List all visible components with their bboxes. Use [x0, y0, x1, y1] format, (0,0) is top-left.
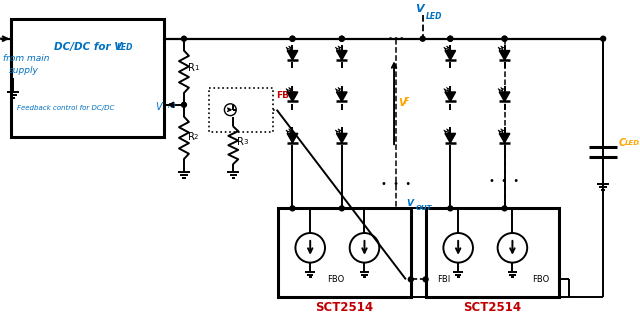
- Circle shape: [420, 36, 425, 41]
- Circle shape: [339, 206, 344, 211]
- Text: OUT: OUT: [416, 205, 432, 211]
- Text: LED: LED: [625, 140, 640, 146]
- Text: FB: FB: [168, 103, 177, 109]
- Circle shape: [182, 36, 186, 41]
- Circle shape: [601, 36, 605, 41]
- Bar: [278, 208, 411, 297]
- Text: 2: 2: [194, 134, 198, 140]
- Text: V: V: [407, 199, 414, 208]
- Text: R: R: [188, 132, 195, 142]
- Text: - - -: - - -: [389, 33, 403, 42]
- Polygon shape: [287, 133, 298, 143]
- Text: Feedback control for DC/DC: Feedback control for DC/DC: [17, 105, 115, 111]
- Circle shape: [448, 36, 452, 41]
- Polygon shape: [337, 92, 347, 101]
- Text: V: V: [156, 102, 163, 112]
- Text: supply: supply: [10, 66, 39, 75]
- Circle shape: [502, 36, 507, 41]
- Text: from main: from main: [3, 54, 50, 63]
- Circle shape: [448, 206, 452, 211]
- Circle shape: [290, 36, 295, 41]
- Text: FBO: FBO: [276, 91, 296, 100]
- Text: F: F: [404, 97, 409, 106]
- Text: V: V: [398, 98, 406, 108]
- Polygon shape: [445, 50, 456, 60]
- Polygon shape: [337, 50, 347, 60]
- Circle shape: [339, 36, 344, 41]
- Text: FBO: FBO: [532, 275, 550, 284]
- Text: FBI: FBI: [436, 275, 450, 284]
- Text: 3: 3: [243, 139, 248, 145]
- Circle shape: [339, 36, 344, 41]
- Circle shape: [502, 36, 507, 41]
- Circle shape: [182, 102, 186, 107]
- Polygon shape: [287, 50, 298, 60]
- Text: C: C: [619, 138, 626, 148]
- Text: LED: LED: [426, 12, 442, 21]
- Bar: [426, 208, 559, 297]
- Text: SCT2514: SCT2514: [315, 301, 373, 314]
- Text: V: V: [415, 4, 424, 14]
- Text: DC/DC for V: DC/DC for V: [54, 42, 122, 52]
- Circle shape: [408, 277, 413, 282]
- Circle shape: [290, 36, 295, 41]
- Text: R: R: [237, 137, 244, 147]
- Polygon shape: [445, 92, 456, 101]
- Bar: [12, 19, 164, 137]
- Circle shape: [502, 206, 507, 211]
- Polygon shape: [337, 133, 347, 143]
- Polygon shape: [499, 50, 510, 60]
- Circle shape: [423, 277, 428, 282]
- Text: •  •  •: • • •: [490, 176, 520, 186]
- Text: R: R: [188, 63, 195, 73]
- Polygon shape: [287, 92, 298, 101]
- Text: •  •  •: • • •: [381, 179, 411, 189]
- Text: 1: 1: [194, 65, 198, 71]
- Bar: [209, 88, 273, 133]
- Polygon shape: [445, 133, 456, 143]
- Polygon shape: [499, 133, 510, 143]
- Text: FBO: FBO: [327, 275, 344, 284]
- Text: SCT2514: SCT2514: [463, 301, 521, 314]
- Circle shape: [448, 36, 452, 41]
- Circle shape: [290, 206, 295, 211]
- Polygon shape: [499, 92, 510, 101]
- Text: LED: LED: [116, 43, 133, 52]
